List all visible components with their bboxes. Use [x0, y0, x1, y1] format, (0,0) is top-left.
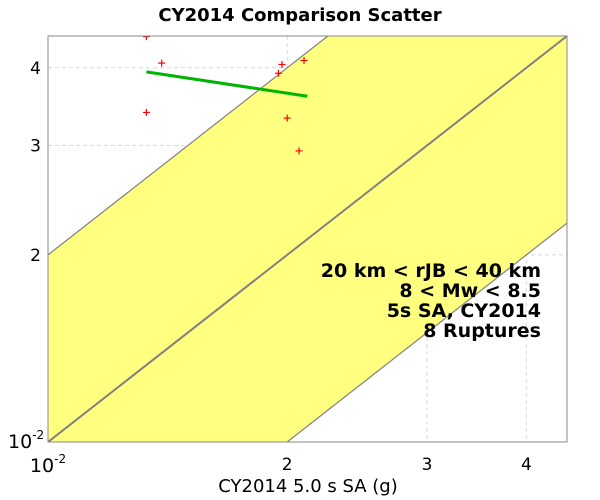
- x-tick-label: 4: [521, 455, 532, 475]
- y-tick-label: 2: [30, 246, 41, 266]
- annotation-line: 20 km < rJB < 40 km: [321, 260, 541, 282]
- data-point: [274, 69, 282, 77]
- lower-bound-line: [286, 222, 567, 442]
- x-tick-label: 3: [422, 455, 433, 475]
- x-tick-label: 2: [282, 455, 293, 475]
- x-tick-label: 10-2: [30, 452, 66, 477]
- y-tick-label: 3: [30, 136, 41, 156]
- x-axis-label: CY2014 5.0 s SA (g): [218, 476, 398, 497]
- plot-frame: [47, 35, 568, 443]
- annotation-line: 8 Ruptures: [423, 320, 541, 342]
- data-point: [158, 59, 166, 67]
- data-point: [142, 108, 150, 116]
- y-axis-ticks: 10-2 2 3 4: [8, 59, 44, 453]
- upper-bound-line: [48, 36, 329, 256]
- chart-title: CY2014 Comparison Scatter: [158, 5, 441, 26]
- annotation-line: 5s SA, CY2014: [387, 300, 541, 322]
- data-point: [295, 147, 303, 155]
- data-point: [283, 114, 291, 122]
- data-point: [142, 36, 150, 41]
- fit-line: [146, 70, 308, 98]
- data-point: [278, 60, 286, 68]
- data-point: [300, 56, 308, 64]
- annotation-box: 20 km < rJB < 40 km8 < Mw < 8.55s SA, CY…: [321, 260, 541, 342]
- identity-line: [48, 36, 567, 442]
- y-tick-label: 10-2: [8, 428, 44, 453]
- y-tick-label: 4: [30, 59, 41, 79]
- x-axis-ticks: 10-2 2 3 4: [30, 452, 532, 477]
- data-points: [142, 36, 308, 155]
- annotation-line: 8 < Mw < 8.5: [399, 280, 541, 302]
